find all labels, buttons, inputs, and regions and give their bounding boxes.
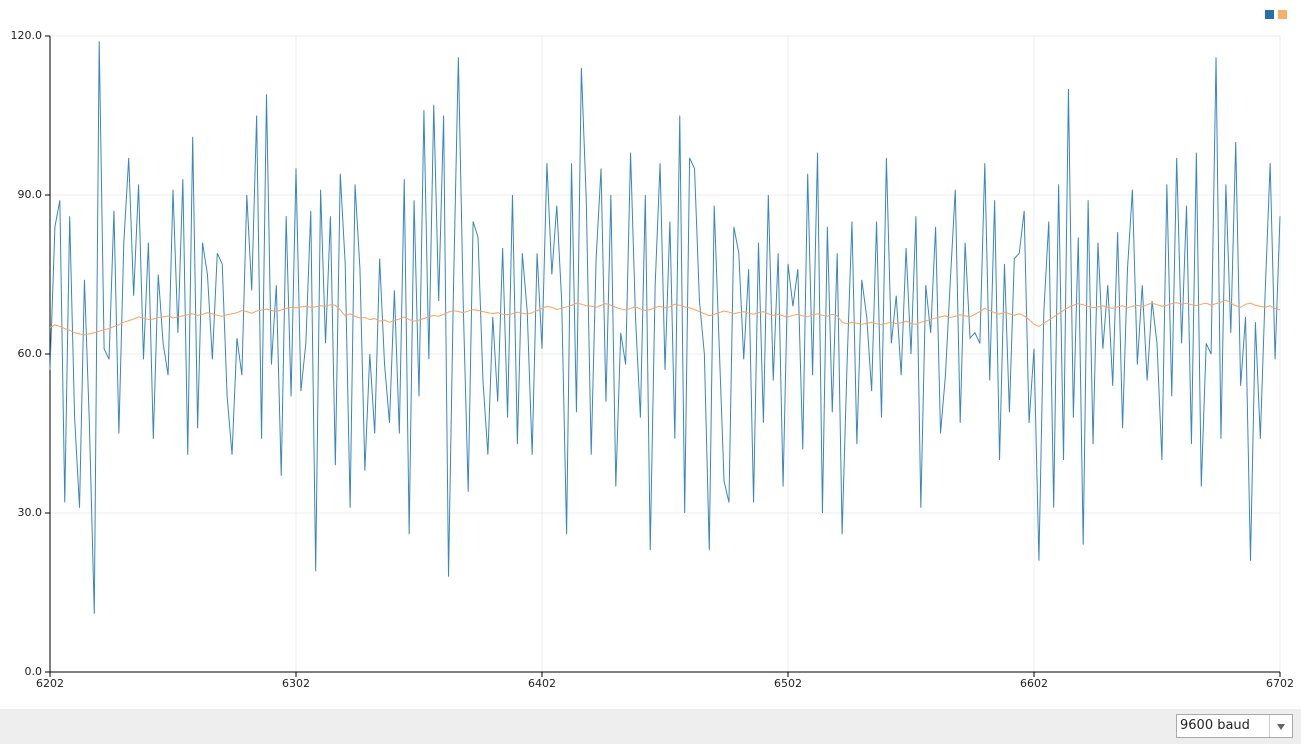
y-tick-label: 30.0 — [18, 506, 43, 519]
y-tick-label: 0.0 — [25, 665, 43, 678]
legend-swatch — [1265, 10, 1274, 19]
series-line — [49, 299, 1281, 336]
y-tick-label: 120.0 — [11, 29, 43, 42]
dropdown-arrow[interactable] — [1269, 715, 1292, 737]
x-tick-label: 6602 — [1020, 677, 1048, 690]
x-tick-label: 6202 — [36, 677, 64, 690]
bottom-toolbar: 9600 baud — [0, 709, 1301, 744]
x-tick-label: 6702 — [1266, 677, 1294, 690]
series-line — [49, 41, 1281, 614]
x-tick-label: 6502 — [774, 677, 802, 690]
legend-swatch — [1278, 10, 1287, 19]
plot-area: 0.0 30.0 60.0 90.0 120.0 6202 6302 6402 6502 6602… — [11, 10, 1294, 690]
baud-rate-dropdown[interactable]: 9600 baud — [1176, 714, 1293, 738]
x-tick-label: 6402 — [528, 677, 556, 690]
baud-rate-label: 9600 baud — [1180, 718, 1250, 733]
x-tick-label: 6302 — [282, 677, 310, 690]
y-tick-label: 90.0 — [18, 188, 43, 201]
y-tick-label: 60.0 — [18, 347, 43, 360]
